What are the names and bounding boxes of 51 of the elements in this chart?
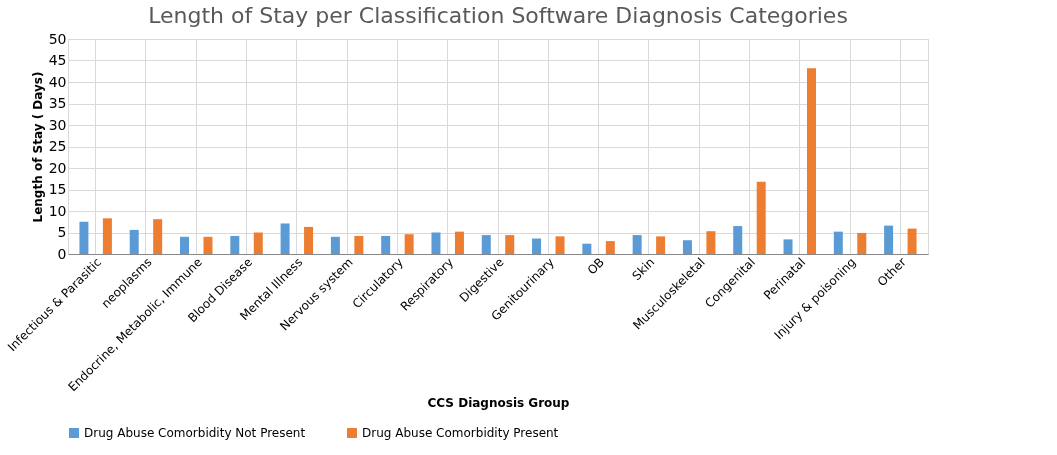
bar (783, 239, 793, 254)
y-tick-label: 5 (57, 224, 67, 240)
legend-label: Drug Abuse Comorbidity Not Present (84, 426, 306, 440)
bar (733, 226, 743, 254)
bar (632, 235, 642, 254)
bar (381, 235, 391, 254)
bar (656, 236, 666, 254)
bar (857, 232, 867, 254)
bar (532, 238, 542, 254)
bar (102, 218, 112, 254)
bar (756, 181, 766, 254)
y-tick-label: 45 (48, 52, 67, 68)
bar (354, 235, 364, 254)
bar (79, 221, 89, 254)
bar (907, 228, 917, 254)
y-tick-label: 15 (48, 181, 67, 197)
x-tick-label: OB (584, 255, 608, 278)
y-tick-label: 0 (57, 245, 67, 262)
bar (884, 225, 894, 254)
bar (454, 231, 464, 254)
bar (706, 231, 716, 254)
y-tick-label: 35 (48, 95, 67, 111)
y-tick-label: 25 (48, 138, 67, 154)
bar (153, 219, 163, 254)
bar (682, 240, 692, 254)
bar (304, 226, 314, 254)
x-axis-title: CCS Diagnosis Group (427, 395, 570, 410)
y-tick-label: 10 (48, 202, 67, 219)
legend-label: Drug Abuse Comorbidity Present (362, 426, 559, 440)
y-tick-label: 40 (48, 73, 67, 90)
bar (230, 235, 240, 254)
bar (253, 232, 263, 254)
bar (330, 236, 340, 254)
bar (203, 236, 213, 254)
bar (605, 241, 615, 254)
bar (180, 236, 190, 254)
bar (582, 243, 592, 254)
chart-title: Length of Stay per Classification Software Diagnosis Categories (148, 3, 848, 28)
bar (505, 235, 515, 254)
bar (481, 235, 491, 254)
bar (431, 232, 441, 254)
bar (806, 68, 816, 254)
y-tick-label: 30 (48, 116, 67, 133)
y-tick-label: 20 (48, 159, 67, 176)
y-axis-title: Length of Stay ( Days) (30, 71, 45, 223)
bar (404, 234, 414, 254)
y-tick-label: 50 (48, 30, 67, 47)
bar (833, 231, 843, 254)
bar (129, 229, 139, 254)
bar (555, 236, 565, 254)
bar (280, 223, 290, 254)
